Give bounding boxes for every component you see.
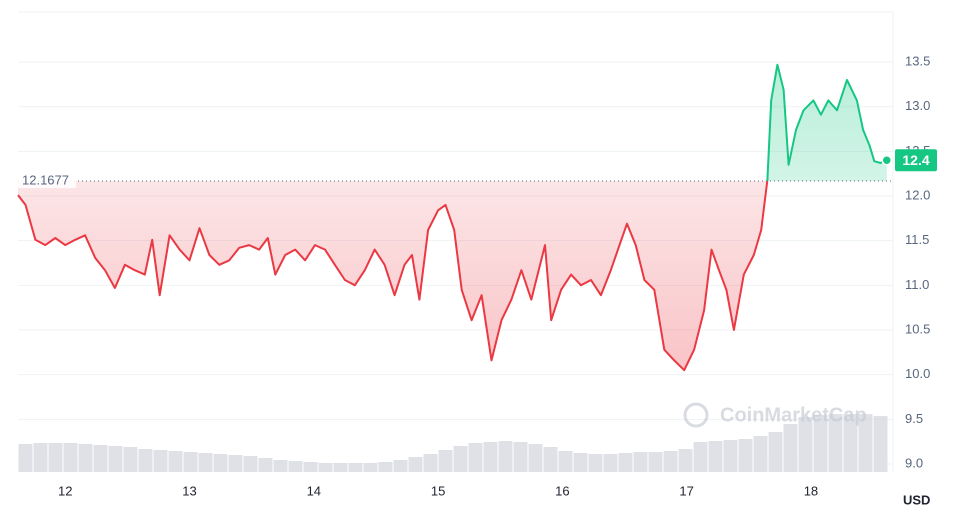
volume-bar [123,447,138,472]
volume-bar [48,443,63,472]
area-fill-down [18,181,768,371]
y-tick-label: 12.0 [905,187,930,202]
volume-bar [768,432,783,472]
y-tick-label: 9.0 [905,455,923,470]
last-point [881,155,893,166]
volume-bar [528,444,543,472]
volume-bar [813,415,828,472]
x-tick-label: 16 [555,483,569,498]
volume-bar [393,460,408,472]
volume-bar [168,451,183,472]
volume-bar [78,444,93,472]
currency-label: USD [903,492,930,507]
volume-bar [633,452,648,472]
volume-bar [153,450,168,472]
y-tick-label: 9.5 [905,411,923,426]
x-tick-label: 17 [679,483,693,498]
price-line-down [17,181,769,372]
price-tag [895,149,937,172]
volume-bar [213,454,228,472]
volume-bar [828,414,843,472]
x-tick-label: 15 [431,483,445,498]
volume-bar [378,462,393,472]
x-tick-label: 12 [58,483,72,498]
volume-bar [483,442,498,472]
volume-bar [348,463,363,472]
volume-bar [363,463,378,472]
volume-bar [543,447,558,472]
volume-bar [618,453,633,472]
volume-bar [708,441,723,472]
volume-bar [183,452,198,472]
price-tag-label: 12.4 [902,152,929,168]
volume-bar [588,454,603,472]
volume-bar [498,441,513,472]
watermark-logo [683,402,709,428]
volume-bar [198,453,213,472]
volume-bar [258,458,273,472]
area-fill-up [18,64,887,182]
volume-bar [423,454,438,472]
volume-bar [738,439,753,472]
volume-bar [798,417,813,472]
volume-bar [783,424,798,472]
volume-bar [843,414,858,472]
volume-bar [273,460,288,472]
volume-bar [603,454,618,472]
y-tick-label: 10.5 [905,321,930,336]
volume-bar [438,450,453,472]
watermark: CoinMarketCap [720,404,867,426]
volume-bar [138,449,153,472]
y-tick-label: 11.5 [905,232,929,247]
volume-bar [18,444,33,472]
volume-bar [63,443,78,472]
volume-bar [858,414,873,472]
volume-bar [558,451,573,472]
volume-bar [288,461,303,472]
x-tick-label: 13 [182,483,196,498]
volume-bar [468,443,483,472]
volume-bar [573,453,588,472]
volume-bar [663,451,678,472]
volume-bar [108,446,123,472]
baseline-label-bg [18,172,76,189]
volume-bar [243,456,258,472]
volume-bar [873,416,888,472]
volume-bar [408,457,423,472]
volume-bar [33,443,48,472]
x-tick-label: 18 [804,483,818,498]
volume-bar [303,462,318,472]
volume-bar [693,442,708,472]
price-line-up [766,63,888,182]
y-tick-label: 13.0 [905,98,930,113]
volume-bar [93,445,108,472]
x-tick-label: 14 [307,483,321,498]
volume-bar [228,455,243,472]
y-tick-label: 11.0 [905,277,929,292]
y-tick-label: 10.0 [905,366,930,381]
volume-bar [333,463,348,472]
volume-bar [513,442,528,472]
volume-bar [453,446,468,472]
volume-bar [753,436,768,472]
volume-bar [678,449,693,472]
baseline-label: 12.1677 [22,172,69,187]
volume-bar [318,463,333,472]
volume-bar [648,452,663,472]
y-tick-label: 13.5 [905,53,930,68]
volume-bar [723,440,738,472]
